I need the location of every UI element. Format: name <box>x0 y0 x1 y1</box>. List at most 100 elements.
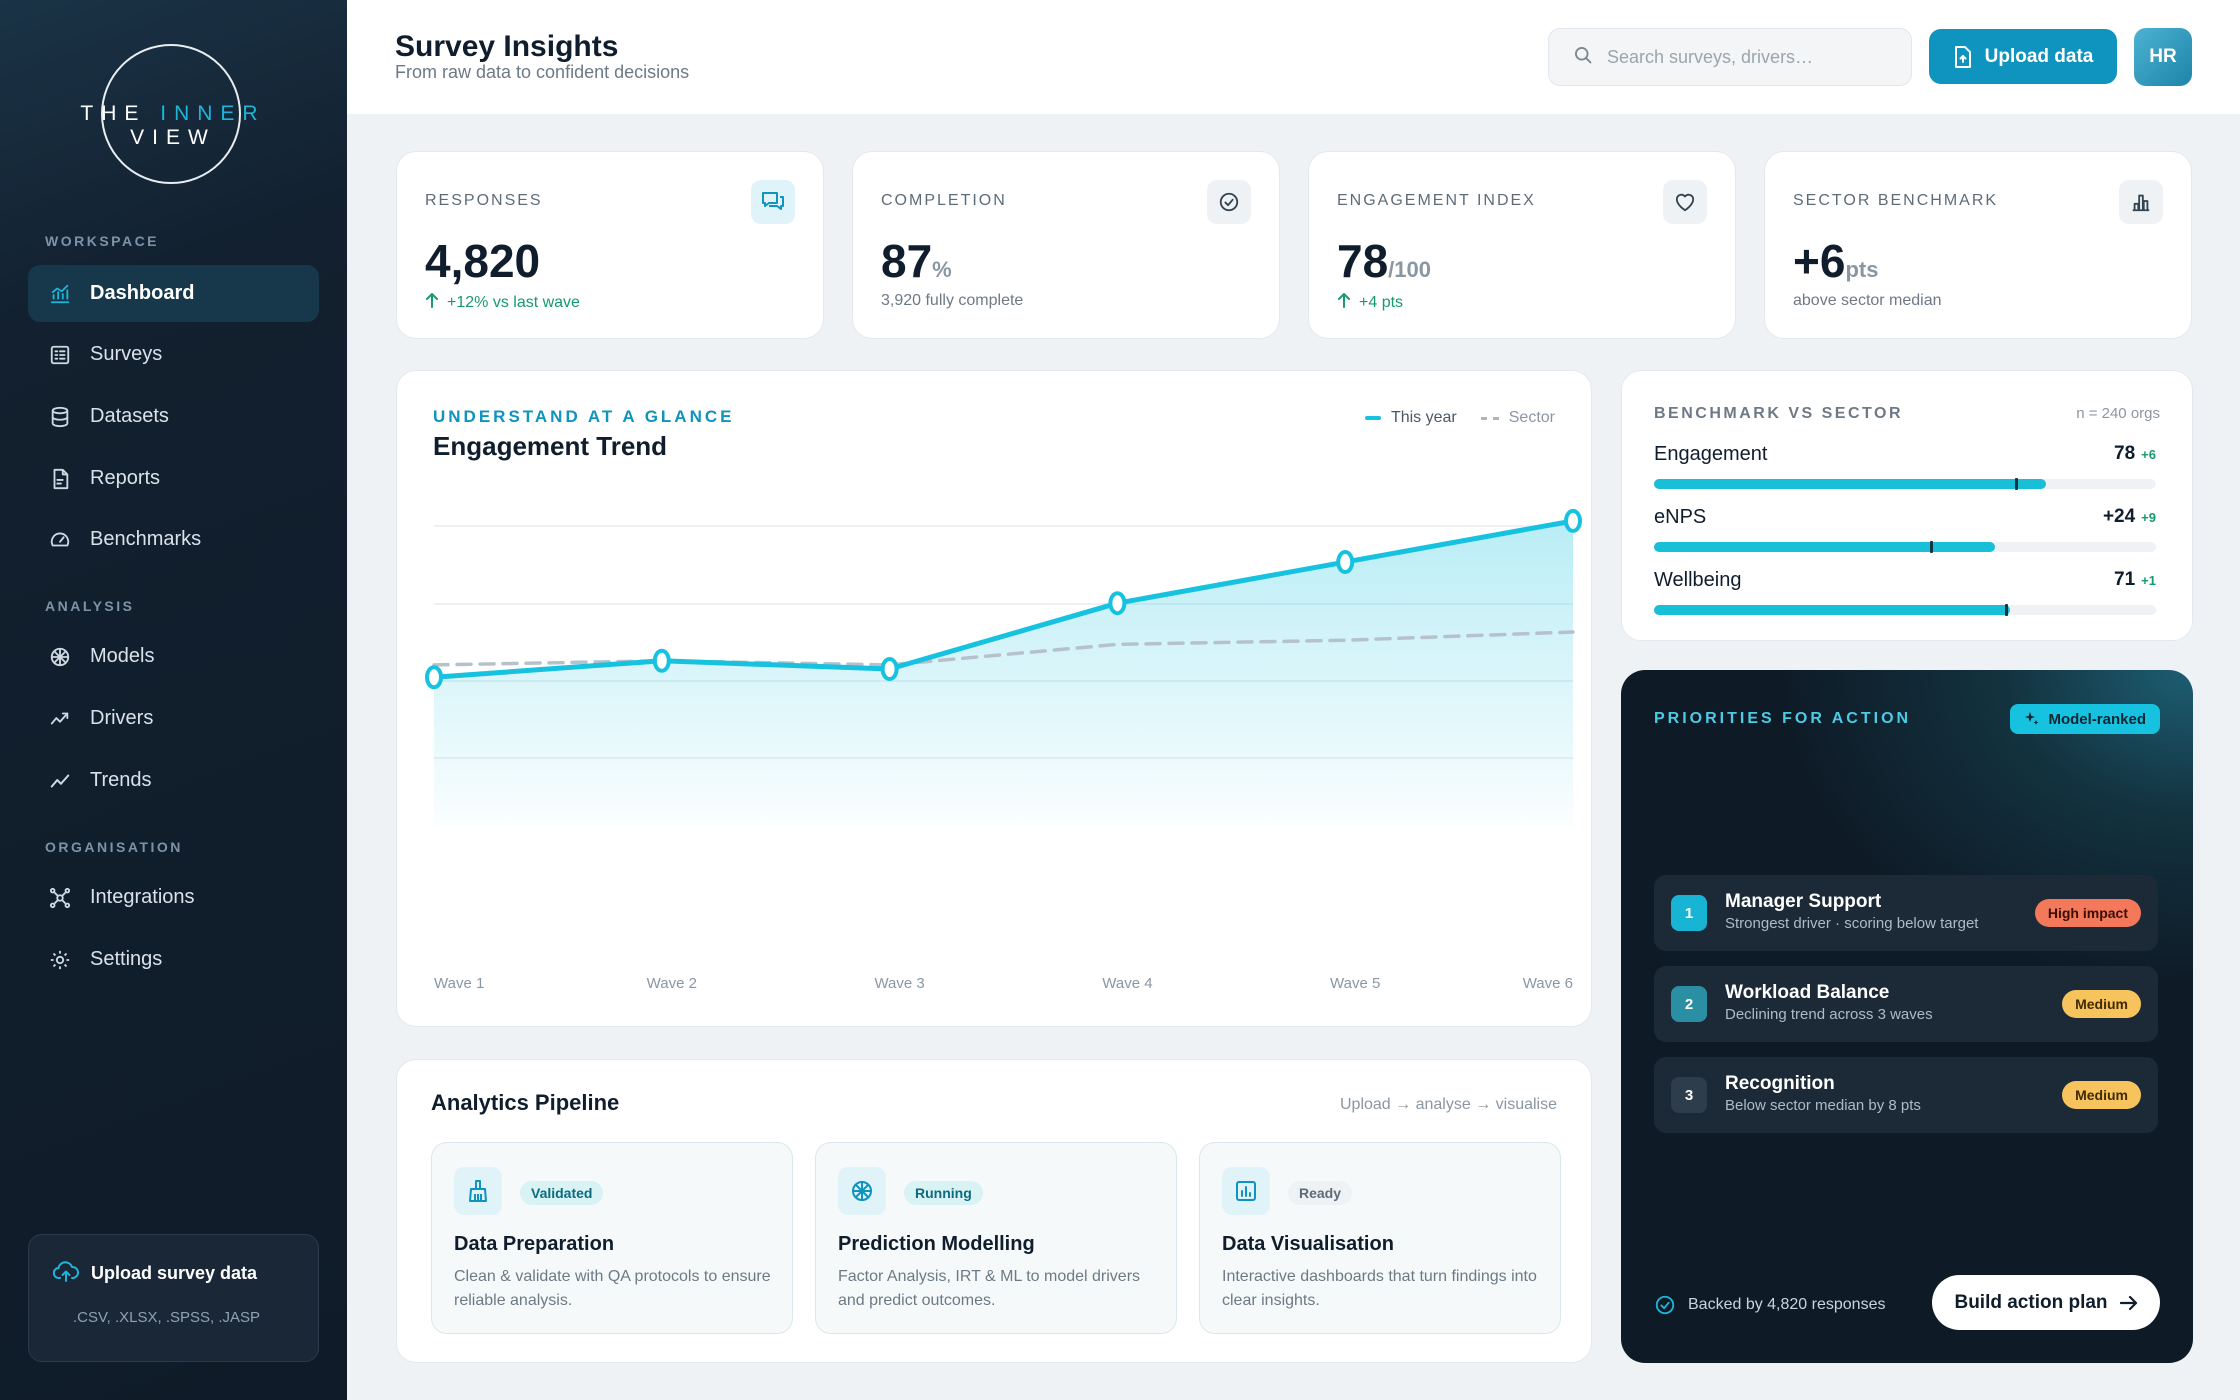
search-box[interactable] <box>1548 28 1912 86</box>
sidebar-item-benchmarks[interactable]: Benchmarks <box>28 511 319 568</box>
benchmark-bar-track <box>1654 541 2156 553</box>
sidebar-item-label: Settings <box>90 948 163 970</box>
database-icon <box>48 405 72 429</box>
kpi-card-engagement: ENGAGEMENT INDEX 78/100 +4 pts <box>1308 151 1736 339</box>
analytics-pipeline-card: Analytics Pipeline Upload → analyse → vi… <box>396 1059 1592 1363</box>
benchmark-metric-name: Engagement <box>1654 443 1768 465</box>
upload-data-button[interactable]: Upload data <box>1929 29 2117 84</box>
engagement-trend-chart: Wave 1 Wave 2 Wave 3 Wave 4 Wave 5 Wave 6 <box>425 508 1582 992</box>
user-avatar[interactable]: HR <box>2134 28 2192 86</box>
benchmark-delta: +9 <box>2141 510 2156 525</box>
sidebar-item-surveys[interactable]: Surveys <box>28 326 319 383</box>
search-icon <box>1573 45 1593 70</box>
sidebar-item-dashboard[interactable]: Dashboard <box>28 265 319 322</box>
stage-status: Validated <box>520 1181 604 1205</box>
kpi-label: COMPLETION <box>881 192 1007 209</box>
brand-logo[interactable]: THE INNER VIEW <box>38 44 308 184</box>
upload-card-formats: .CSV, .XLSX, .SPSS, .JASP <box>73 1309 261 1326</box>
cloud-upload-icon <box>52 1261 79 1288</box>
file-upload-icon <box>1953 45 1973 68</box>
sidebar-item-models[interactable]: Models <box>28 628 319 685</box>
stage-description: Factor Analysis, IRT & ML to model drive… <box>838 1268 1141 1309</box>
chart-icon <box>1222 1167 1270 1215</box>
search-input[interactable] <box>1607 46 1887 68</box>
arrow-up-icon <box>1337 292 1351 313</box>
upload-survey-card[interactable]: Upload survey data .CSV, .XLSX, .SPSS, .… <box>28 1234 319 1362</box>
kpi-foot: 3,920 fully complete <box>881 292 1024 309</box>
impact-tag: High impact <box>2034 899 2141 927</box>
kpi-card-sector-benchmark: SECTOR BENCHMARK +6pts above sector medi… <box>1764 151 2192 339</box>
brain-icon <box>48 645 72 669</box>
chat-icon <box>751 180 795 224</box>
report-icon <box>48 467 72 491</box>
section-organisation: ORGANISATION <box>45 839 183 855</box>
series-line-this-year <box>431 518 1576 680</box>
legend-swatch-sector <box>1480 416 1499 420</box>
sparkle-icon <box>2024 711 2040 727</box>
sidebar-item-label: Models <box>90 645 155 667</box>
arrow-up-icon <box>425 292 439 313</box>
network-icon <box>48 886 72 910</box>
badge-label: Model-ranked <box>2048 710 2146 728</box>
stage-name: Data Preparation <box>454 1233 615 1255</box>
priority-item[interactable]: 1 Manager Support Strongest driver · sco… <box>1654 875 2158 951</box>
data-point-this-year <box>652 648 671 673</box>
x-tick-label: Wave 1 <box>434 975 484 992</box>
priority-item[interactable]: 3 Recognition Below sector median by 8 p… <box>1654 1057 2158 1133</box>
build-action-plan-button[interactable]: Build action plan <box>1932 1275 2160 1330</box>
stage-description: Clean & validate with QA protocols to en… <box>454 1268 771 1309</box>
benchmark-metric-name: eNPS <box>1654 506 1707 528</box>
benchmark-bar-track <box>1654 604 2156 616</box>
sidebar-item-label: Surveys <box>90 343 163 365</box>
stage-status: Running <box>904 1181 983 1205</box>
kpi-value: +6pts <box>1793 234 1878 288</box>
benchmark-score: 71 +1 <box>2114 569 2156 591</box>
sidebar-item-drivers[interactable]: Drivers <box>28 690 319 747</box>
sidebar-item-label: Drivers <box>90 707 154 729</box>
x-tick-label: Wave 3 <box>874 975 924 992</box>
kpi-value: 4,820 <box>425 234 540 288</box>
benchmark-delta: +1 <box>2141 573 2156 588</box>
sidebar-item-integrations[interactable]: Integrations <box>28 869 319 926</box>
benchmark-metric-name: Wellbeing <box>1654 569 1742 591</box>
sidebar-item-label: Benchmarks <box>90 528 202 550</box>
kpi-trend: +12% vs last wave <box>425 292 580 313</box>
kpi-number: 87 <box>881 235 933 287</box>
benchmark-score-value: 71 <box>2114 569 2136 590</box>
sidebar-item-label: Dashboard <box>90 282 195 304</box>
pipeline-flow: Upload → analyse → visualise <box>1340 1096 1557 1113</box>
benchmark-score-value: +24 <box>2102 506 2136 527</box>
sidebar-item-reports[interactable]: Reports <box>28 450 319 507</box>
benchmark-score-value: 78 <box>2114 443 2136 464</box>
kpi-value: 78/100 <box>1337 234 1431 288</box>
priority-item[interactable]: 2 Workload Balance Declining trend acros… <box>1654 966 2158 1042</box>
x-tick-label: Wave 5 <box>1330 975 1380 992</box>
sidebar-item-settings[interactable]: Settings <box>28 931 319 988</box>
logo-word-accent: INNER <box>160 102 266 125</box>
kpi-unit: % <box>932 257 952 282</box>
kpi-card-responses: RESPONSES 4,820 +12% vs last wave <box>396 151 824 339</box>
stage-prediction-modelling[interactable]: Running Prediction Modelling Factor Anal… <box>815 1142 1177 1334</box>
sector-median-marker <box>1930 541 1934 553</box>
sidebar-item-trends[interactable]: Trends <box>28 752 319 809</box>
kpi-number: 4,820 <box>425 235 541 287</box>
data-point-this-year <box>1564 508 1582 533</box>
stage-data-visualisation[interactable]: Ready Data Visualisation Interactive das… <box>1199 1142 1561 1334</box>
kpi-value: 87% <box>881 234 952 288</box>
engagement-trend-card: UNDERSTAND AT A GLANCE Engagement Trend … <box>396 370 1592 1027</box>
section-workspace: WORKSPACE <box>45 233 160 249</box>
gear-icon <box>48 948 72 972</box>
x-tick-label: Wave 4 <box>1102 975 1152 992</box>
sidebar-item-datasets[interactable]: Datasets <box>28 388 319 445</box>
arrow-right-icon <box>2119 1295 2138 1311</box>
x-tick-label: Wave 2 <box>647 975 697 992</box>
survey-icon <box>48 343 72 367</box>
priority-rank: 2 <box>1671 986 1707 1022</box>
kpi-number: +6 <box>1793 235 1846 287</box>
model-ranked-badge: Model-ranked <box>2010 704 2160 734</box>
legend-this-year: This year <box>1390 409 1457 426</box>
stage-data-preparation[interactable]: Validated Data Preparation Clean & valid… <box>431 1142 793 1334</box>
build-action-plan-label: Build action plan <box>1954 1291 2108 1313</box>
priority-title: Workload Balance <box>1725 982 1890 1003</box>
series-area-this-year <box>434 520 1573 826</box>
